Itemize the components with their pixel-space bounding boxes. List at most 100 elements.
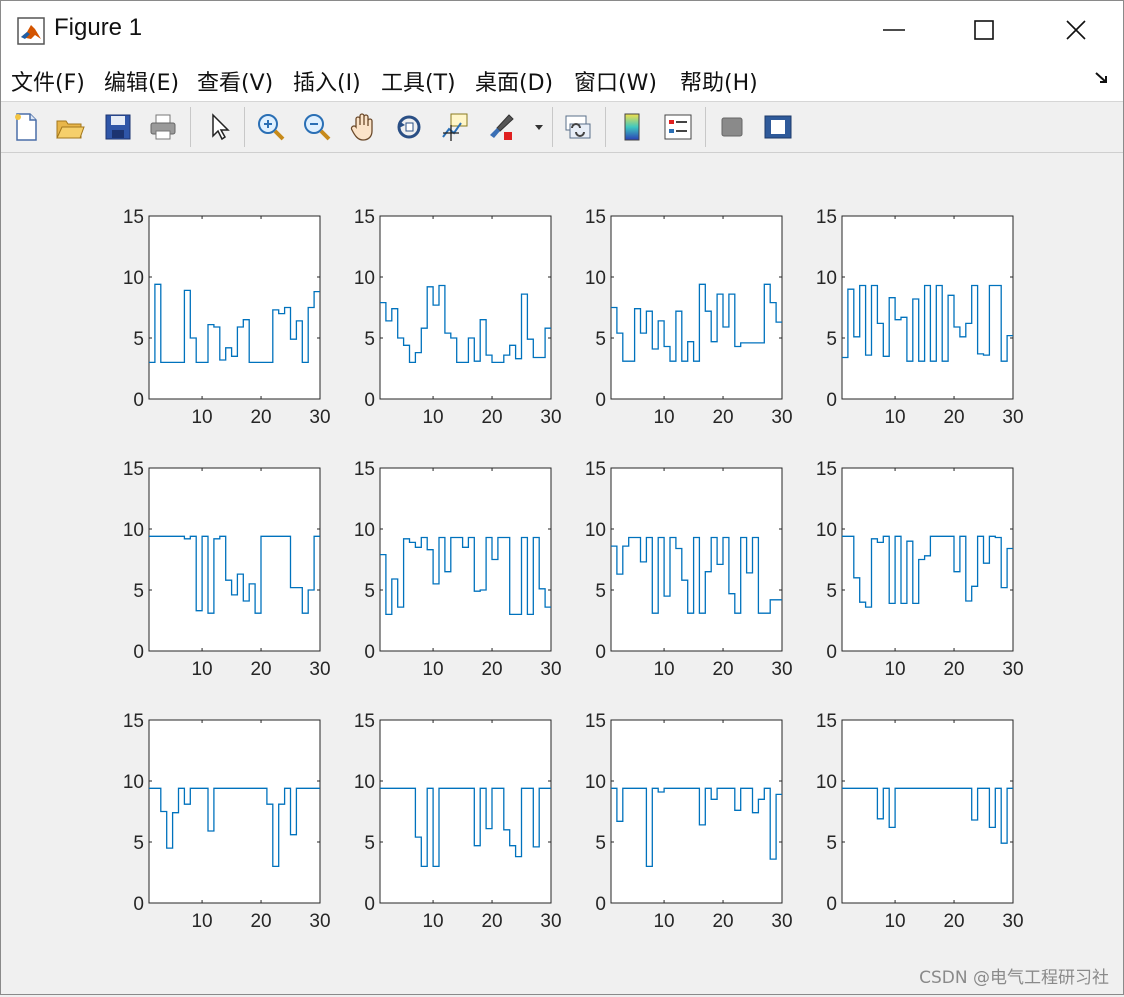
minimize-icon [883, 29, 905, 31]
menu-view[interactable]: 查看(V) [197, 71, 274, 96]
y-tick-label: 10 [816, 268, 837, 289]
print-icon [150, 114, 176, 140]
subplot-grid: 0 5 10 15 10 20 30 0 5 10 15 10 20 30 0 5 10 15 10 20 30 0 5 10… [123, 207, 1024, 932]
x-tick-label: 30 [771, 659, 792, 680]
minimize-button[interactable] [849, 1, 939, 59]
axes-box [148, 467, 321, 652]
brush-dropdown[interactable] [529, 108, 549, 146]
x-tick-label: 30 [309, 911, 330, 932]
print-button[interactable] [144, 108, 182, 146]
axes-box [841, 215, 1014, 400]
y-tick-label: 15 [816, 459, 837, 480]
y-tick-label: 0 [826, 390, 837, 411]
brush-icon [490, 114, 514, 140]
pan-button[interactable] [344, 108, 382, 146]
menu-edit[interactable]: 编辑(E) [104, 71, 180, 96]
new-figure-button[interactable] [7, 108, 45, 146]
x-tick-label: 10 [191, 911, 212, 932]
y-tick-label: 10 [123, 268, 144, 289]
y-tick-label: 5 [133, 329, 144, 350]
y-tick-label: 10 [816, 772, 837, 793]
colorbar-icon [624, 113, 640, 141]
axes-box [841, 467, 1014, 652]
subplot-3[interactable]: 0 5 10 15 10 20 30 [585, 207, 793, 428]
y-tick-label: 10 [354, 520, 375, 541]
subplot-4[interactable]: 0 5 10 15 10 20 30 [816, 207, 1024, 428]
legend-icon [664, 114, 692, 140]
subplot-11[interactable]: 0 5 10 15 10 20 30 [585, 711, 793, 932]
y-tick-label: 5 [133, 833, 144, 854]
brush-button[interactable] [482, 108, 520, 146]
x-tick-label: 30 [540, 911, 561, 932]
subplot-2[interactable]: 0 5 10 15 10 20 30 [354, 207, 562, 428]
data-cursor-button[interactable] [436, 108, 474, 146]
y-tick-label: 0 [364, 390, 375, 411]
x-tick-label: 10 [191, 407, 212, 428]
menu-file[interactable]: 文件(F) [11, 71, 85, 96]
subplot-9[interactable]: 0 5 10 15 10 20 30 [123, 711, 331, 932]
subplot-1[interactable]: 0 5 10 15 10 20 30 [123, 207, 331, 428]
maximize-button[interactable] [939, 1, 1029, 59]
menu-window[interactable]: 窗口(W) [574, 71, 657, 96]
x-tick-label: 30 [1002, 659, 1023, 680]
x-tick-label: 20 [250, 407, 271, 428]
data-series-line [611, 787, 782, 868]
rotate-3d-button[interactable] [390, 108, 428, 146]
select-arrow-button[interactable] [200, 108, 238, 146]
window-title: Figure 1 [54, 14, 143, 41]
axes-box [379, 719, 552, 904]
axes-box [148, 719, 321, 904]
zoom-out-button[interactable] [298, 108, 336, 146]
menu-insert[interactable]: 插入(I) [293, 71, 361, 96]
x-tick-label: 20 [481, 911, 502, 932]
data-series-line [149, 535, 320, 614]
x-tick-label: 10 [653, 407, 674, 428]
data-series-line [611, 283, 782, 362]
y-tick-label: 5 [364, 833, 375, 854]
x-tick-label: 10 [653, 659, 674, 680]
y-tick-label: 5 [133, 581, 144, 602]
subplot-6[interactable]: 0 5 10 15 10 20 30 [354, 459, 562, 680]
close-button[interactable] [1031, 1, 1121, 59]
maximize-icon [974, 20, 994, 40]
data-series-line [842, 535, 1013, 608]
y-tick-label: 0 [133, 390, 144, 411]
dock-figure-icon[interactable] [1093, 69, 1111, 87]
insert-colorbar-button[interactable] [613, 108, 651, 146]
x-tick-label: 30 [771, 407, 792, 428]
figure-toolbar [1, 102, 1123, 153]
y-tick-label: 10 [816, 520, 837, 541]
y-tick-label: 5 [595, 581, 606, 602]
subplot-8[interactable]: 0 5 10 15 10 20 30 [816, 459, 1024, 680]
x-tick-label: 10 [884, 911, 905, 932]
title-bar[interactable]: Figure 1 [1, 1, 1123, 59]
open-file-button[interactable] [51, 108, 89, 146]
zoom-in-button[interactable] [252, 108, 290, 146]
y-tick-label: 5 [826, 833, 837, 854]
show-plot-tools-button[interactable] [759, 108, 797, 146]
y-tick-label: 15 [585, 459, 606, 480]
subplot-12[interactable]: 0 5 10 15 10 20 30 [816, 711, 1024, 932]
save-button[interactable] [99, 108, 137, 146]
insert-legend-button[interactable] [659, 108, 697, 146]
y-tick-label: 0 [133, 642, 144, 663]
menu-tools[interactable]: 工具(T) [381, 71, 456, 96]
y-tick-label: 5 [826, 329, 837, 350]
x-tick-label: 20 [250, 659, 271, 680]
x-tick-label: 10 [653, 911, 674, 932]
subplot-5[interactable]: 0 5 10 15 10 20 30 [123, 459, 331, 680]
menu-desktop[interactable]: 桌面(D) [475, 71, 554, 96]
link-plot-button[interactable] [559, 108, 597, 146]
open-file-icon [56, 120, 85, 139]
rotate-3d-icon [397, 115, 421, 139]
x-tick-label: 10 [422, 659, 443, 680]
subplot-10[interactable]: 0 5 10 15 10 20 30 [354, 711, 562, 932]
data-series-line [149, 787, 320, 868]
subplot-7[interactable]: 0 5 10 15 10 20 30 [585, 459, 793, 680]
hide-plot-tools-button[interactable] [713, 108, 751, 146]
plot-area: 0 5 10 15 10 20 30 0 5 10 15 10 20 30 0 5 10 15 10 20 30 0 5 10… [1, 153, 1123, 993]
menu-help[interactable]: 帮助(H) [680, 71, 758, 96]
x-tick-label: 30 [309, 659, 330, 680]
axes-box [379, 215, 552, 400]
